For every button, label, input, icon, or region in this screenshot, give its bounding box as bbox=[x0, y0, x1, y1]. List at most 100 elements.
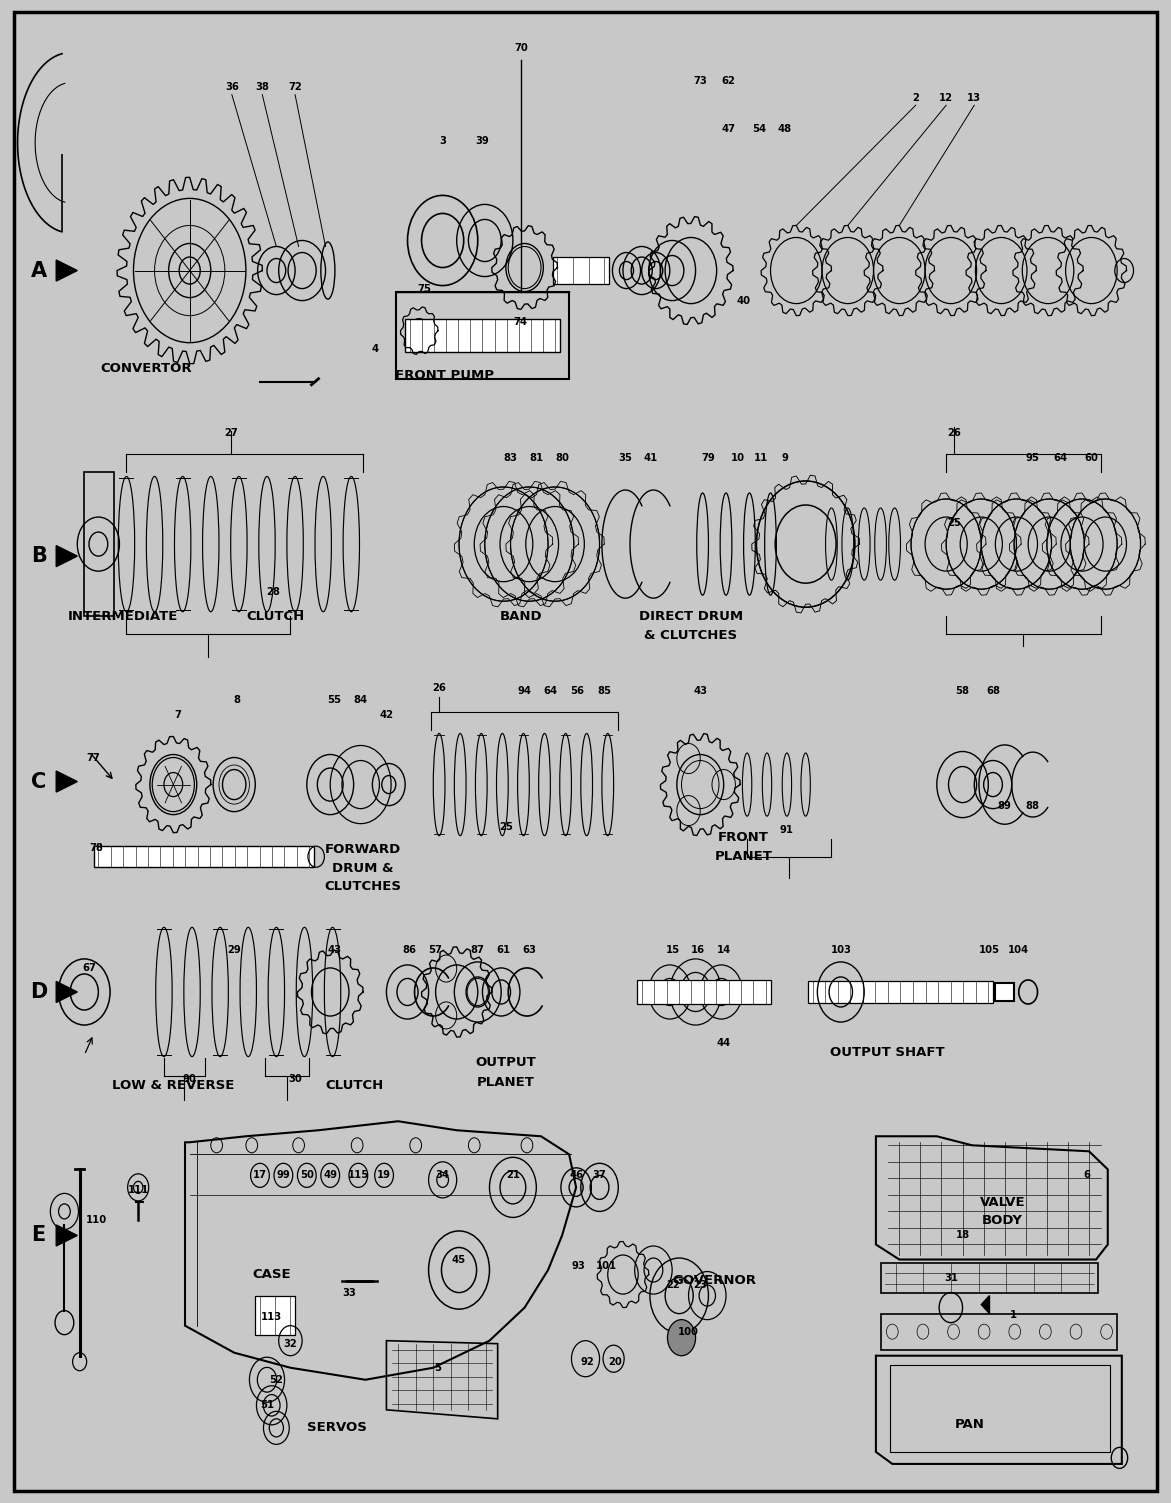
Text: 13: 13 bbox=[967, 93, 981, 102]
Text: 9: 9 bbox=[781, 454, 788, 463]
Text: 19: 19 bbox=[377, 1171, 391, 1180]
Text: 34: 34 bbox=[436, 1171, 450, 1180]
Text: 48: 48 bbox=[778, 125, 792, 134]
Text: OUTPUT: OUTPUT bbox=[475, 1057, 536, 1069]
Text: C: C bbox=[30, 771, 47, 792]
Text: 28: 28 bbox=[266, 588, 280, 597]
Text: 10: 10 bbox=[731, 454, 745, 463]
Bar bbox=[890, 1365, 1110, 1452]
Text: FRONT: FRONT bbox=[718, 831, 769, 843]
Text: 17: 17 bbox=[253, 1171, 267, 1180]
Text: 101: 101 bbox=[596, 1261, 617, 1270]
Text: 31: 31 bbox=[944, 1273, 958, 1282]
Text: 74: 74 bbox=[513, 317, 527, 326]
Text: 39: 39 bbox=[475, 137, 489, 146]
Text: CLUTCH: CLUTCH bbox=[326, 1079, 384, 1091]
Text: 45: 45 bbox=[452, 1255, 466, 1264]
Text: 61: 61 bbox=[497, 945, 511, 954]
Text: 50: 50 bbox=[300, 1171, 314, 1180]
Text: 49: 49 bbox=[323, 1171, 337, 1180]
Text: 81: 81 bbox=[529, 454, 543, 463]
Text: 88: 88 bbox=[1026, 801, 1040, 810]
Text: 89: 89 bbox=[998, 801, 1012, 810]
Text: 77: 77 bbox=[87, 753, 101, 762]
Text: 32: 32 bbox=[283, 1339, 297, 1348]
Text: 6: 6 bbox=[1083, 1171, 1090, 1180]
Text: 100: 100 bbox=[678, 1327, 699, 1336]
Text: 56: 56 bbox=[570, 687, 584, 696]
Text: CLUTCHES: CLUTCHES bbox=[324, 881, 402, 893]
Text: 110: 110 bbox=[85, 1216, 107, 1225]
Text: 22: 22 bbox=[666, 1281, 680, 1290]
Text: 27: 27 bbox=[224, 428, 238, 437]
Text: 113: 113 bbox=[261, 1312, 282, 1321]
Text: 90: 90 bbox=[183, 1075, 197, 1084]
Text: 20: 20 bbox=[608, 1357, 622, 1366]
Text: 60: 60 bbox=[1084, 454, 1098, 463]
Polygon shape bbox=[56, 771, 77, 792]
Bar bbox=[995, 983, 1014, 1001]
Text: 26: 26 bbox=[432, 684, 446, 693]
Text: DRUM &: DRUM & bbox=[333, 863, 393, 875]
Text: 16: 16 bbox=[691, 945, 705, 954]
Text: DIRECT DRUM: DIRECT DRUM bbox=[639, 610, 742, 622]
Text: 94: 94 bbox=[518, 687, 532, 696]
Text: 42: 42 bbox=[379, 711, 393, 720]
Bar bbox=[553, 257, 609, 284]
Text: 12: 12 bbox=[939, 93, 953, 102]
Polygon shape bbox=[981, 1296, 989, 1314]
Text: BAND: BAND bbox=[500, 610, 542, 622]
Text: 73: 73 bbox=[693, 77, 707, 86]
Text: 30: 30 bbox=[288, 1075, 302, 1084]
Text: 115: 115 bbox=[348, 1171, 369, 1180]
Text: 52: 52 bbox=[269, 1375, 283, 1384]
Text: 104: 104 bbox=[1008, 945, 1029, 954]
Text: 47: 47 bbox=[721, 125, 735, 134]
Text: 78: 78 bbox=[89, 843, 103, 852]
Bar bbox=[881, 1314, 1117, 1350]
Text: 23: 23 bbox=[693, 1281, 707, 1290]
Text: B: B bbox=[30, 546, 47, 567]
Text: PAN: PAN bbox=[954, 1419, 985, 1431]
Text: E: E bbox=[32, 1225, 46, 1246]
Text: 25: 25 bbox=[499, 822, 513, 831]
Text: 3: 3 bbox=[439, 137, 446, 146]
Text: D: D bbox=[30, 981, 47, 1003]
Text: CLUTCH: CLUTCH bbox=[246, 610, 304, 622]
Text: 55: 55 bbox=[327, 696, 341, 705]
Text: 44: 44 bbox=[717, 1039, 731, 1048]
Text: 25: 25 bbox=[947, 519, 961, 528]
Text: 35: 35 bbox=[618, 454, 632, 463]
Text: 85: 85 bbox=[597, 687, 611, 696]
Text: 99: 99 bbox=[276, 1171, 290, 1180]
Text: PLANET: PLANET bbox=[477, 1076, 535, 1088]
Text: BODY: BODY bbox=[981, 1214, 1023, 1226]
Text: 103: 103 bbox=[830, 945, 851, 954]
Text: FORWARD: FORWARD bbox=[324, 843, 402, 855]
Text: INTERMEDIATE: INTERMEDIATE bbox=[68, 610, 178, 622]
Text: 18: 18 bbox=[956, 1231, 970, 1240]
Text: A: A bbox=[30, 260, 47, 281]
Text: 37: 37 bbox=[593, 1171, 607, 1180]
Text: 70: 70 bbox=[514, 44, 528, 53]
Text: CASE: CASE bbox=[253, 1269, 290, 1281]
Text: 46: 46 bbox=[569, 1171, 583, 1180]
Text: 72: 72 bbox=[288, 83, 302, 92]
Text: 91: 91 bbox=[780, 825, 794, 834]
Text: 92: 92 bbox=[581, 1357, 595, 1366]
Text: 14: 14 bbox=[717, 945, 731, 954]
Text: FRONT PUMP: FRONT PUMP bbox=[396, 370, 494, 382]
Circle shape bbox=[667, 1320, 696, 1356]
Text: 36: 36 bbox=[225, 83, 239, 92]
Text: 62: 62 bbox=[721, 77, 735, 86]
Bar bbox=[94, 846, 314, 867]
Text: 51: 51 bbox=[260, 1401, 274, 1410]
Text: 26: 26 bbox=[947, 428, 961, 437]
Text: 67: 67 bbox=[82, 963, 96, 972]
Bar bbox=[405, 319, 560, 352]
Text: 93: 93 bbox=[571, 1261, 586, 1270]
Polygon shape bbox=[56, 1225, 77, 1246]
Text: 21: 21 bbox=[506, 1171, 520, 1180]
Text: 1: 1 bbox=[1009, 1311, 1016, 1320]
Text: 84: 84 bbox=[354, 696, 368, 705]
